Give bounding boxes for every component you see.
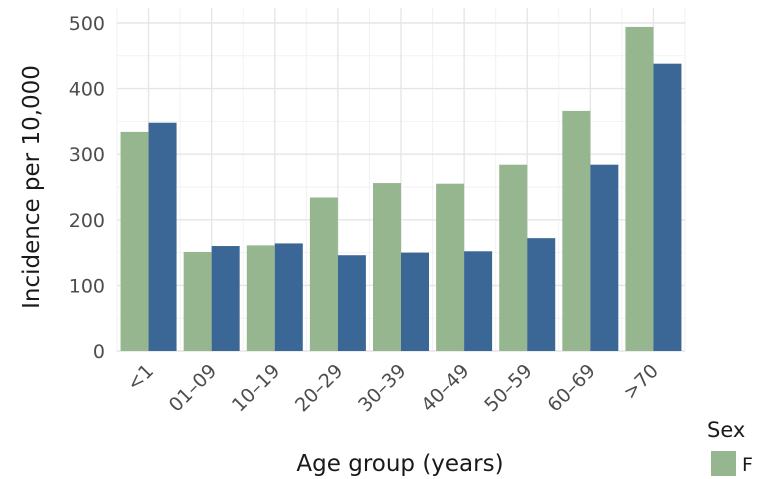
bar-series-2 bbox=[401, 252, 429, 351]
bar-series-2 bbox=[527, 238, 556, 351]
legend-title: Sex bbox=[707, 418, 745, 442]
bar-f bbox=[120, 131, 149, 351]
bar-series-2 bbox=[464, 251, 493, 351]
x-tick-label: 40–49 bbox=[417, 360, 473, 416]
legend-swatch-f bbox=[711, 451, 736, 476]
bar-f bbox=[562, 110, 591, 352]
y-tick-label: 300 bbox=[69, 144, 105, 166]
bar-f bbox=[246, 245, 275, 351]
bar-f bbox=[373, 183, 401, 351]
x-tick-label: >70 bbox=[619, 360, 663, 404]
bar-f bbox=[309, 197, 338, 351]
x-tick-label: 10–19 bbox=[228, 360, 284, 416]
x-tick-labels: <1 01–09 10–19 20–29 30–39 40–49 50–59 60–69 >70 bbox=[123, 360, 663, 416]
y-tick-label: 500 bbox=[69, 13, 105, 35]
bar-f bbox=[499, 164, 528, 351]
bar-series-2 bbox=[337, 255, 366, 351]
y-tick-label: 200 bbox=[69, 210, 105, 232]
x-tick-label: 50–59 bbox=[480, 360, 536, 416]
bar-series-2 bbox=[590, 164, 619, 351]
bar-series-2 bbox=[274, 243, 303, 351]
y-axis-title: Incidence per 10,000 bbox=[19, 65, 45, 309]
legend: Sex F bbox=[707, 418, 753, 476]
x-tick-label: <1 bbox=[123, 360, 158, 395]
bars bbox=[120, 26, 682, 352]
x-axis-title: Age group (years) bbox=[296, 451, 503, 477]
y-tick-label: 400 bbox=[69, 79, 105, 101]
x-tick-label: 60–69 bbox=[543, 360, 599, 416]
x-tick-label: 30–39 bbox=[354, 360, 410, 416]
bar-f bbox=[625, 26, 654, 351]
bar-series-2 bbox=[211, 246, 240, 351]
bar-f bbox=[436, 183, 465, 351]
bar-series-2 bbox=[148, 122, 177, 351]
y-tick-label: 100 bbox=[69, 275, 105, 297]
y-tick-labels: 0 100 200 300 400 500 bbox=[69, 13, 105, 363]
bar-series-2 bbox=[653, 63, 682, 352]
y-tick-label: 0 bbox=[93, 341, 105, 363]
x-tick-label: 01–09 bbox=[165, 360, 221, 416]
legend-label-f: F bbox=[742, 454, 753, 476]
x-tick-label: 20–29 bbox=[291, 360, 347, 416]
bar-f bbox=[183, 251, 212, 351]
